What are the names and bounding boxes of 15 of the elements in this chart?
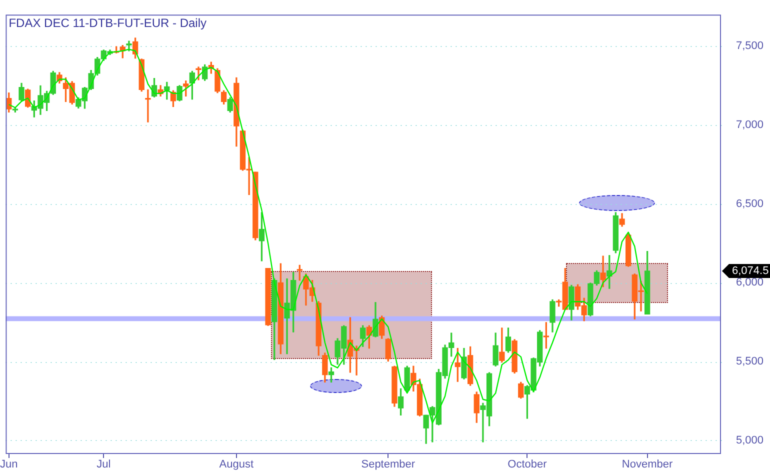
x-tick-label: Jun (0, 458, 18, 471)
y-tick-label: 5,000 (736, 434, 764, 446)
chart-title: FDAX DEC 11-DTB-FUT-EUR - Daily (8, 16, 207, 30)
y-tick-label: 7,500 (736, 40, 764, 52)
x-tick-label: Jul (96, 458, 111, 471)
candlestick (145, 89, 151, 122)
x-tick-label: November (622, 458, 674, 471)
y-tick-label: 6,500 (736, 198, 764, 210)
x-tick-label: September (361, 458, 416, 471)
text: 6,074.5 (732, 264, 769, 277)
y-tick-label: 6,000 (736, 276, 764, 289)
x-tick-label: August (219, 458, 254, 471)
y-tick-label: 5,500 (736, 356, 764, 368)
x-tick-label: October (508, 458, 548, 471)
y-tick-label: 7,000 (736, 119, 764, 132)
